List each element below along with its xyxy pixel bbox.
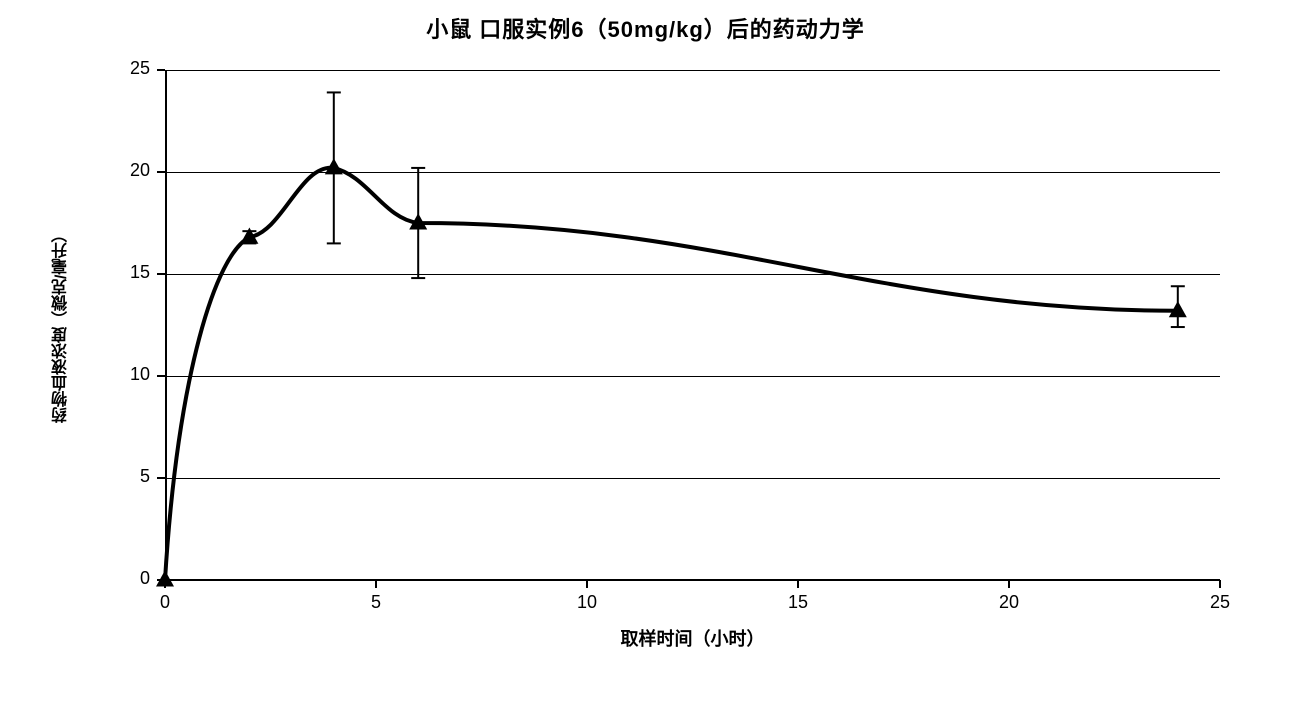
- y-tick-label: 20: [95, 160, 150, 181]
- chart-title: 小鼠 口服实例6（50mg/kg）后的药动力学: [0, 12, 1291, 44]
- data-series: [165, 70, 1220, 580]
- pk-chart: 小鼠 口服实例6（50mg/kg）后的药动力学 0510152025051015…: [0, 0, 1291, 703]
- plot-area: 05101520250510152025: [165, 70, 1220, 580]
- x-tick-label: 10: [557, 592, 617, 613]
- x-tick: [1219, 580, 1221, 588]
- y-tick-label: 15: [95, 262, 150, 283]
- y-tick: [157, 69, 165, 71]
- x-tick-label: 25: [1190, 592, 1250, 613]
- x-tick-label: 20: [979, 592, 1039, 613]
- y-tick-label: 25: [95, 58, 150, 79]
- y-axis-title: 药物血液浓度（微克/毫升）: [50, 110, 74, 540]
- x-tick-label: 15: [768, 592, 828, 613]
- y-tick: [157, 477, 165, 479]
- x-tick: [797, 580, 799, 588]
- x-axis-title: 取样时间（小时）: [165, 625, 1220, 651]
- y-tick-label: 0: [95, 568, 150, 589]
- x-tick: [586, 580, 588, 588]
- y-tick: [157, 375, 165, 377]
- y-tick-label: 10: [95, 364, 150, 385]
- y-tick: [157, 273, 165, 275]
- y-tick-label: 5: [95, 466, 150, 487]
- x-tick-label: 0: [135, 592, 195, 613]
- x-tick: [1008, 580, 1010, 588]
- x-tick-label: 5: [346, 592, 406, 613]
- x-tick: [375, 580, 377, 588]
- y-tick: [157, 171, 165, 173]
- series-line: [165, 168, 1178, 580]
